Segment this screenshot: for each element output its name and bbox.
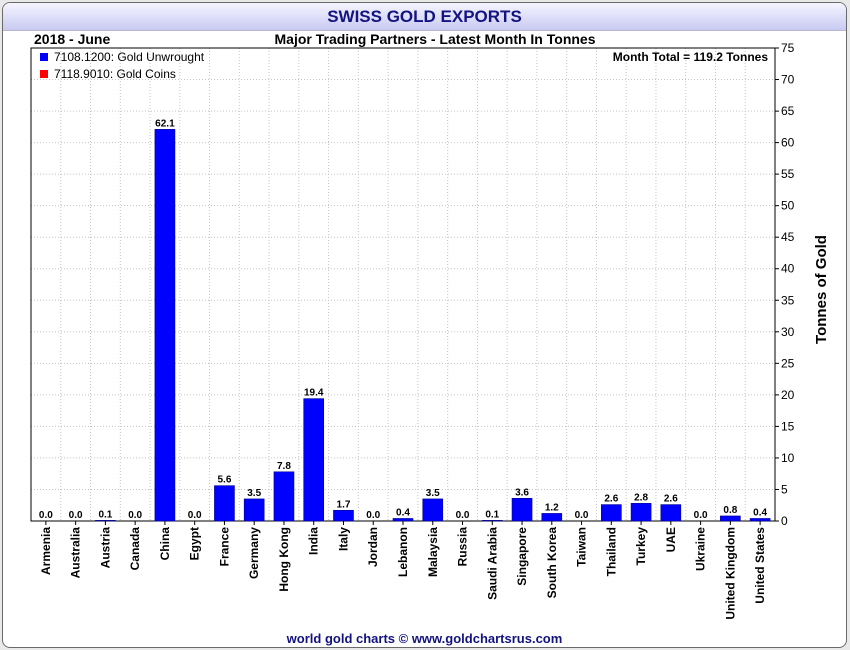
data-label: 0.0 (366, 510, 380, 521)
data-label: 0.0 (128, 510, 142, 521)
footer-credit: world gold charts © www.goldchartsrus.co… (286, 631, 563, 646)
data-label: 0.0 (575, 510, 589, 521)
category-label: Italy (336, 527, 350, 551)
category-label: France (217, 527, 231, 567)
bar (303, 398, 325, 522)
bar (481, 520, 503, 522)
bar (749, 518, 771, 522)
y-tick-label: 40 (781, 262, 795, 276)
y-tick-label: 50 (781, 199, 795, 213)
data-label: 0.0 (694, 510, 708, 521)
category-label: Germany (247, 527, 261, 579)
data-label: 0.0 (456, 510, 470, 521)
y-tick-label: 65 (781, 104, 795, 118)
data-label: 0.1 (485, 509, 499, 520)
data-label: 0.1 (98, 509, 112, 520)
bar (154, 129, 176, 522)
y-tick-label: 35 (781, 293, 795, 307)
data-label: 0.4 (753, 507, 767, 518)
plot-area (30, 47, 776, 522)
y-tick-label: 5 (781, 482, 788, 496)
category-label: Austria (98, 527, 112, 569)
legend-label: 7118.9010: Gold Coins (54, 67, 176, 81)
category-label: India (307, 527, 321, 555)
category-label: Taiwan (575, 527, 589, 567)
title-bar: SWISS GOLD EXPORTS (3, 3, 846, 31)
bar (720, 515, 741, 522)
data-label: 19.4 (304, 388, 324, 399)
bar (243, 498, 265, 522)
category-label: Ukraine (694, 527, 708, 571)
y-tick-label: 55 (781, 167, 795, 181)
category-label: China (158, 527, 172, 561)
category-label: Russia (456, 527, 470, 567)
data-label: 2.6 (664, 494, 678, 505)
y-tick-label: 0 (781, 514, 788, 528)
category-label: Saudi Arabia (485, 527, 499, 600)
data-label: 1.2 (545, 502, 559, 513)
bar (511, 497, 533, 522)
period-label: 2018 - June (34, 31, 110, 47)
data-label: 3.6 (515, 487, 529, 498)
category-label: Armenia (39, 527, 53, 575)
data-label: 62.1 (155, 118, 175, 129)
category-label: Turkey (634, 527, 648, 566)
category-label: UAE (664, 527, 678, 552)
data-label: 0.0 (69, 510, 83, 521)
bar (214, 485, 235, 522)
category-label: Hong Kong (277, 527, 291, 592)
category-label: Malaysia (426, 527, 440, 577)
category-label: Jordan (366, 527, 380, 567)
bar (422, 498, 444, 522)
category-label: Thailand (604, 527, 618, 576)
y-tick-label: 10 (781, 451, 795, 465)
y-tick-label: 45 (781, 230, 795, 244)
bar (273, 471, 295, 522)
data-label: 1.7 (337, 499, 351, 510)
bar (541, 513, 563, 522)
bar (333, 509, 354, 522)
legend-swatch (40, 53, 48, 61)
data-label: 0.0 (39, 510, 53, 521)
bar (601, 504, 622, 522)
category-label: United Kingdom (723, 527, 737, 620)
category-label: Canada (128, 527, 142, 571)
y-tick-label: 20 (781, 388, 795, 402)
data-label: 3.5 (247, 488, 261, 499)
data-label: 3.5 (426, 488, 440, 499)
category-label: Australia (69, 527, 83, 579)
bar (660, 504, 682, 522)
chart-title: SWISS GOLD EXPORTS (327, 7, 522, 26)
y-tick-label: 30 (781, 325, 795, 339)
y-tick-label: 70 (781, 73, 795, 87)
bar (392, 518, 414, 522)
chart-svg: 2018 - June Major Trading Partners - Late… (30, 31, 830, 620)
data-label: 0.4 (396, 507, 410, 518)
y-tick-label: 15 (781, 419, 795, 433)
category-label: United States (753, 527, 767, 604)
category-label: Lebanon (396, 527, 410, 577)
data-label: 0.8 (723, 505, 737, 516)
y-tick-label: 60 (781, 136, 795, 150)
y-axis-label: Tonnes of Gold (813, 235, 830, 344)
y-tick-label: 75 (781, 41, 795, 55)
data-label: 7.8 (277, 461, 291, 472)
data-label: 2.8 (634, 492, 648, 503)
chart-subtitle: Major Trading Partners - Latest Month In… (275, 31, 596, 47)
legend-label: 7108.1200: Gold Unwrought (54, 50, 205, 64)
data-label: 0.0 (188, 510, 202, 521)
data-label: 2.6 (604, 494, 618, 505)
data-label: 5.6 (217, 475, 231, 486)
month-total-label: Month Total = 119.2 Tonnes (613, 50, 769, 64)
category-label: South Korea (545, 527, 559, 599)
bar (95, 520, 116, 522)
category-label: Singapore (515, 527, 529, 586)
legend-swatch (40, 70, 48, 78)
y-tick-label: 25 (781, 356, 795, 370)
category-label: Egypt (188, 527, 202, 560)
bar (630, 503, 652, 522)
